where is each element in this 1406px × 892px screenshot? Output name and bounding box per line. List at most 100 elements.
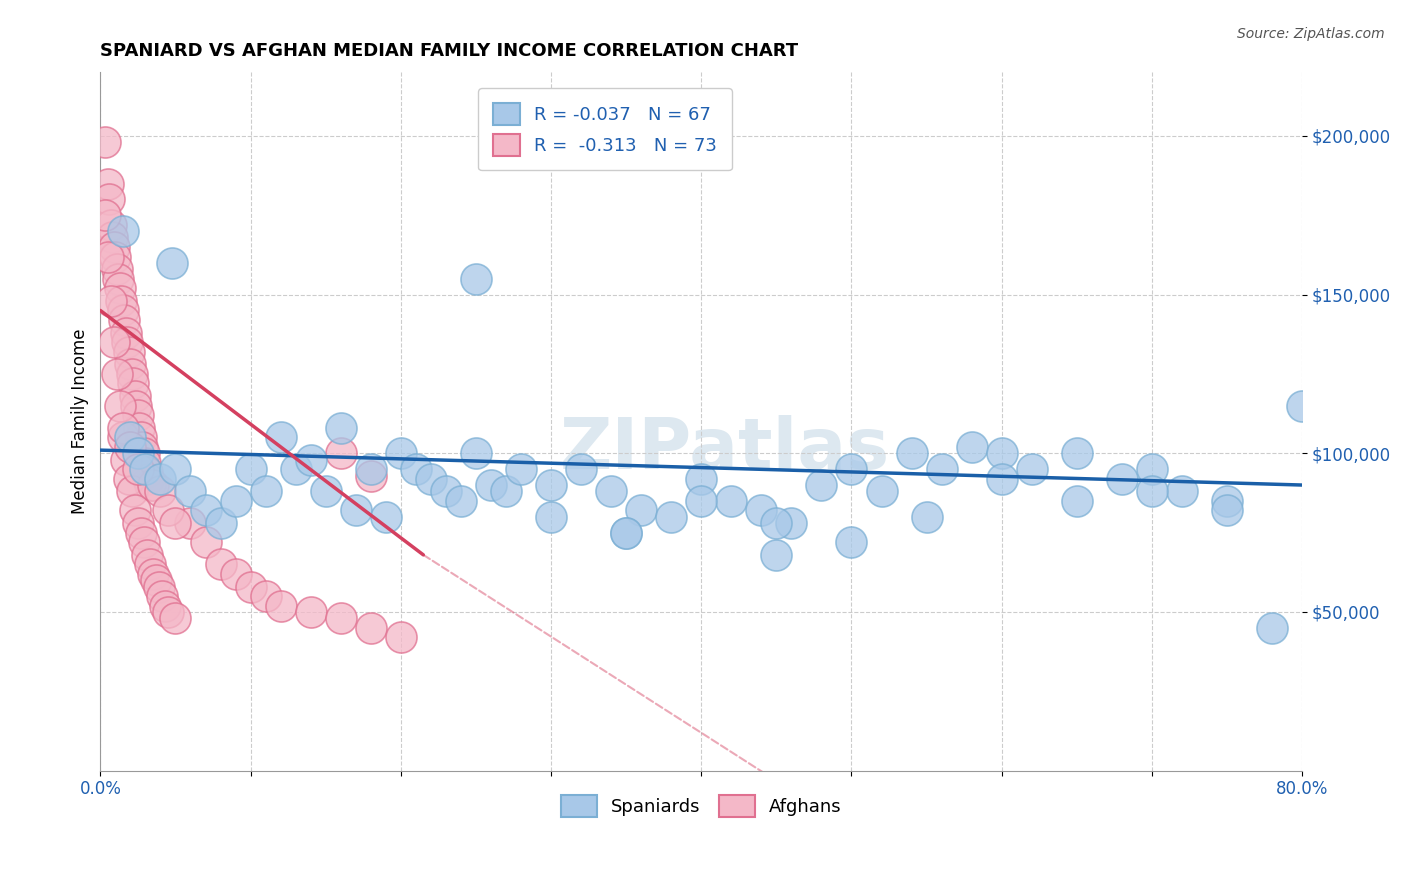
- Point: [630, 503, 652, 517]
- Point: [94, 208, 117, 222]
- Point: [131, 440, 153, 454]
- Point: [121, 484, 143, 499]
- Point: [101, 230, 124, 244]
- Point: [103, 335, 125, 350]
- Point: [254, 589, 277, 603]
- Point: [97, 250, 120, 264]
- Point: [132, 446, 155, 460]
- Point: [299, 452, 322, 467]
- Point: [990, 446, 1012, 460]
- Point: [127, 446, 149, 460]
- Point: [135, 548, 157, 562]
- Point: [125, 399, 148, 413]
- Point: [329, 611, 352, 625]
- Point: [139, 478, 162, 492]
- Point: [108, 399, 131, 413]
- Point: [960, 440, 983, 454]
- Point: [614, 525, 637, 540]
- Point: [150, 589, 173, 603]
- Point: [990, 472, 1012, 486]
- Point: [360, 621, 382, 635]
- Point: [111, 224, 134, 238]
- Point: [931, 462, 953, 476]
- Point: [870, 484, 893, 499]
- Point: [810, 478, 832, 492]
- Point: [142, 566, 165, 581]
- Point: [135, 466, 157, 480]
- Point: [149, 484, 172, 499]
- Point: [495, 484, 517, 499]
- Point: [780, 516, 803, 530]
- Point: [209, 516, 232, 530]
- Point: [1261, 621, 1284, 635]
- Point: [124, 389, 146, 403]
- Point: [434, 484, 457, 499]
- Point: [600, 484, 623, 499]
- Point: [1021, 462, 1043, 476]
- Point: [569, 462, 592, 476]
- Point: [129, 430, 152, 444]
- Point: [374, 509, 396, 524]
- Point: [105, 262, 128, 277]
- Point: [389, 446, 412, 460]
- Point: [765, 548, 787, 562]
- Point: [690, 494, 713, 508]
- Point: [121, 367, 143, 381]
- Point: [450, 494, 472, 508]
- Point: [108, 281, 131, 295]
- Point: [1140, 462, 1163, 476]
- Point: [97, 177, 120, 191]
- Legend: Spaniards, Afghans: Spaniards, Afghans: [554, 788, 849, 824]
- Point: [120, 358, 142, 372]
- Point: [115, 326, 138, 340]
- Point: [329, 421, 352, 435]
- Point: [124, 503, 146, 517]
- Point: [225, 494, 247, 508]
- Point: [540, 478, 562, 492]
- Point: [915, 509, 938, 524]
- Point: [464, 446, 486, 460]
- Point: [1171, 484, 1194, 499]
- Point: [153, 599, 176, 613]
- Point: [659, 509, 682, 524]
- Point: [145, 574, 167, 588]
- Point: [162, 256, 184, 270]
- Point: [614, 525, 637, 540]
- Point: [100, 293, 122, 308]
- Point: [765, 516, 787, 530]
- Point: [149, 472, 172, 486]
- Point: [194, 503, 217, 517]
- Point: [156, 503, 179, 517]
- Point: [142, 478, 165, 492]
- Point: [239, 580, 262, 594]
- Point: [1291, 399, 1313, 413]
- Point: [134, 456, 156, 470]
- Point: [129, 525, 152, 540]
- Point: [120, 440, 142, 454]
- Point: [1216, 503, 1239, 517]
- Point: [98, 193, 121, 207]
- Point: [284, 462, 307, 476]
- Point: [1111, 472, 1133, 486]
- Point: [841, 462, 863, 476]
- Point: [419, 472, 441, 486]
- Point: [479, 478, 502, 492]
- Point: [127, 516, 149, 530]
- Point: [100, 218, 122, 232]
- Point: [1216, 494, 1239, 508]
- Point: [329, 446, 352, 460]
- Point: [103, 240, 125, 254]
- Point: [270, 430, 292, 444]
- Point: [464, 271, 486, 285]
- Point: [194, 535, 217, 549]
- Point: [165, 462, 187, 476]
- Point: [117, 335, 139, 350]
- Point: [389, 631, 412, 645]
- Point: [128, 421, 150, 435]
- Point: [900, 446, 922, 460]
- Point: [239, 462, 262, 476]
- Point: [360, 462, 382, 476]
- Point: [156, 605, 179, 619]
- Point: [299, 605, 322, 619]
- Point: [115, 452, 138, 467]
